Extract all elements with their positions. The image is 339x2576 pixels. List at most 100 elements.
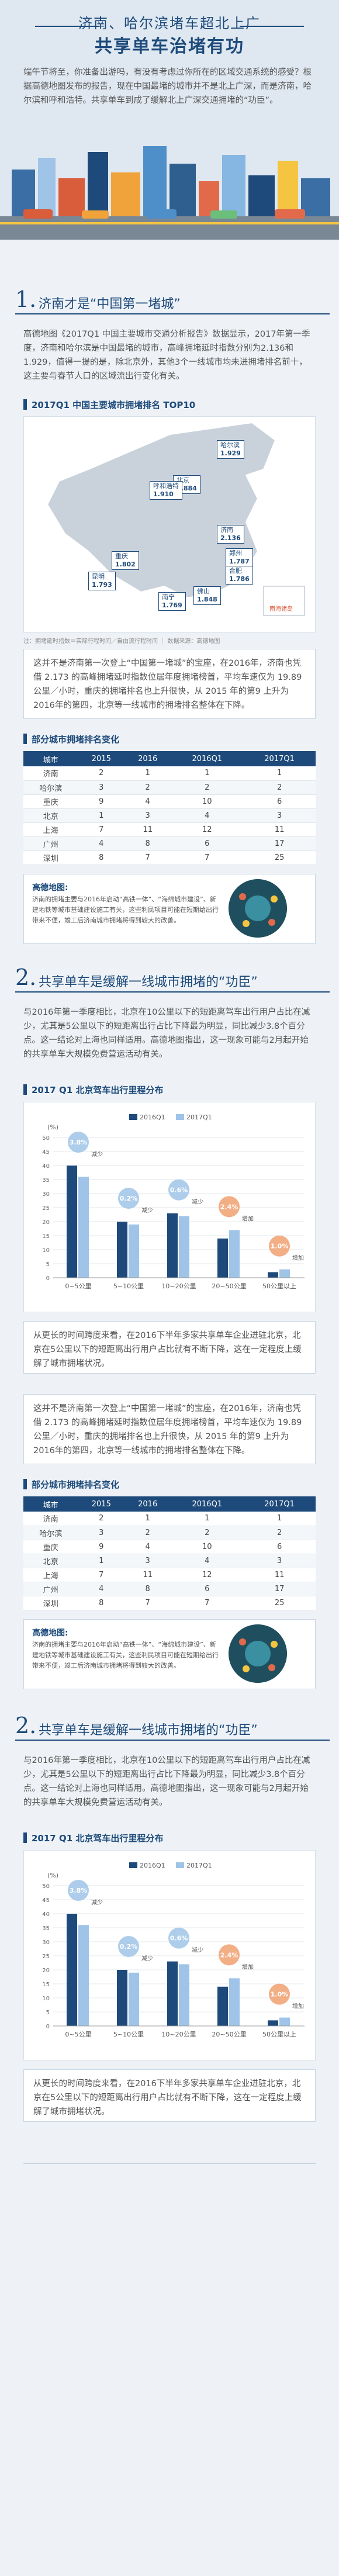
table-cell: 8 bbox=[78, 1596, 124, 1610]
chart1-title-text: 2017 Q1 北京驾车出行里程分布 bbox=[32, 1085, 164, 1095]
section2-title-2: 共享单车是缓解一线城市拥堵的“功臣” bbox=[39, 1723, 258, 1738]
legend-label-2016q1: 2016Q1 bbox=[140, 1114, 165, 1121]
table-cell: 6 bbox=[243, 794, 316, 809]
table-cell: 6 bbox=[171, 1582, 244, 1596]
table-header-cell: 2016Q1 bbox=[171, 751, 244, 766]
section1-rule bbox=[15, 313, 330, 314]
table-cell: 济南 bbox=[23, 1512, 78, 1526]
y-tick-label: 50 bbox=[42, 1883, 50, 1890]
bar bbox=[167, 1213, 178, 1278]
map-note: 注：拥堵延时指数＝实际行程时间／自由流行程时间 ｜ 数据来源：高德地图 bbox=[23, 638, 220, 645]
map-city-name: 南宁 bbox=[162, 593, 175, 601]
table-row: 重庆 9 4 10 6 bbox=[23, 794, 316, 809]
map-city-name: 合肥 bbox=[229, 567, 242, 575]
table-cell: 4 bbox=[124, 794, 171, 809]
section2-number-2: 2. bbox=[15, 1713, 37, 1738]
table-cell: 4 bbox=[78, 1582, 124, 1596]
map-city-name: 昆明 bbox=[92, 573, 105, 580]
table-cell: 重庆 bbox=[23, 1540, 78, 1554]
table-cell: 7 bbox=[78, 1568, 124, 1582]
expert-text-2: 济南的拥堵主要与2016年启动“高铁一体”、“海绵城市建设”、新建地铁等城市基础… bbox=[32, 1641, 219, 1669]
table-cell: 2 bbox=[78, 1512, 124, 1526]
annotation-value: 0.6% bbox=[170, 1187, 188, 1194]
table-header-cell: 2016Q1 bbox=[171, 1496, 244, 1512]
x-tick-label: 50公里以上 bbox=[262, 1282, 296, 1290]
x-tick-label: 5~10公里 bbox=[113, 1282, 144, 1290]
chart1-note: 从更长的时间跨度来看，在2016下半年多家共享单车企业进驻北京，北京在5公里以下… bbox=[23, 1321, 316, 1374]
table-row: 哈尔滨 3 2 2 2 bbox=[23, 780, 316, 795]
table-cell: 1 bbox=[78, 808, 124, 823]
table-row: 北京 1 3 4 3 bbox=[23, 1554, 316, 1568]
table-cell: 17 bbox=[243, 1582, 316, 1596]
legend-label-2017q1: 2017Q1 bbox=[186, 1114, 212, 1121]
y-tick-label: 35 bbox=[42, 1925, 50, 1932]
y-tick-label: 40 bbox=[42, 1911, 50, 1918]
y-tick-label: 0 bbox=[46, 2024, 50, 2030]
annotation-bubble bbox=[168, 1179, 189, 1201]
table-cell: 7 bbox=[171, 1596, 244, 1610]
x-tick-label: 20~50公里 bbox=[212, 1282, 246, 1290]
city-skyline-illustration bbox=[0, 146, 339, 240]
y-axis-label: (%) bbox=[47, 1872, 58, 1879]
table-row: 济南 2 1 1 1 bbox=[23, 766, 316, 781]
table-cell: 4 bbox=[171, 1554, 244, 1568]
bar bbox=[229, 1230, 240, 1278]
table-cell: 1 bbox=[171, 1512, 244, 1526]
map-city-name: 济南 bbox=[220, 526, 233, 534]
title-line2: 共享单车治堵有功 bbox=[95, 36, 244, 57]
city-rank-table: 城市 2015 2016 2016Q1 2017Q1 济南 2 1 1 1 哈尔滨 3 2 2 2 重庆 9 4… bbox=[23, 751, 316, 865]
annotation-direction: 减少 bbox=[91, 1151, 103, 1158]
table-cell: 4 bbox=[171, 808, 244, 823]
x-tick-label: 10~20公里 bbox=[161, 2031, 196, 2038]
section1-paragraph: 高德地图《2017Q1 中国主要城市交通分析报告》数据显示，2017年第一季度，… bbox=[23, 330, 310, 381]
table-cell: 7 bbox=[124, 1596, 171, 1610]
table-cell: 3 bbox=[243, 808, 316, 823]
x-tick-label: 0~5公里 bbox=[65, 1282, 91, 1290]
table-cell: 10 bbox=[171, 794, 244, 809]
x-tick-label: 0~5公里 bbox=[65, 2031, 91, 2038]
table-cell: 2 bbox=[124, 780, 171, 795]
y-tick-label: 35 bbox=[42, 1177, 50, 1184]
table-cell: 3 bbox=[124, 1554, 171, 1568]
annotation-direction: 减少 bbox=[141, 1955, 153, 1962]
table-cell: 广州 bbox=[23, 1582, 78, 1596]
section1-number: 1. bbox=[15, 286, 37, 312]
map-city-name: 呼和浩特 bbox=[153, 482, 179, 490]
table-cell: 3 bbox=[78, 1526, 124, 1540]
table-cell: 3 bbox=[243, 1554, 316, 1568]
map-city-value: 1.848 bbox=[197, 596, 217, 603]
section1-title: 济南才是“中国第一堵城” bbox=[39, 297, 181, 312]
section2-heading: 2. 共享单车是缓解一线城市拥堵的“功臣” bbox=[9, 964, 330, 993]
rank-table-title-text-2: 部分城市拥堵排名变化 bbox=[32, 1479, 120, 1490]
bar bbox=[268, 1272, 278, 1278]
table-cell: 2 bbox=[171, 1526, 244, 1540]
table-header-cell: 2016 bbox=[124, 1496, 171, 1512]
annotation-direction: 减少 bbox=[192, 1199, 203, 1206]
legend-swatch-2016q1 bbox=[129, 1862, 137, 1868]
bar bbox=[179, 1964, 189, 2026]
annotation-bubble bbox=[219, 1196, 240, 1218]
bar bbox=[78, 1925, 89, 2026]
table-cell: 北京 bbox=[23, 808, 78, 823]
table-cell: 2 bbox=[171, 780, 244, 795]
table-row: 哈尔滨 3 2 2 2 bbox=[23, 1526, 316, 1540]
expert-heading: 高德地图: bbox=[32, 883, 68, 893]
world-globe-illustration bbox=[229, 879, 287, 938]
bar bbox=[117, 1222, 127, 1278]
table-cell: 17 bbox=[243, 836, 316, 851]
map-city-name: 佛山 bbox=[197, 587, 210, 595]
map-city-label: 郑州 1.787 bbox=[226, 548, 253, 567]
annotation-bubble bbox=[168, 1927, 189, 1949]
map-city-label: 呼和浩特 1.910 bbox=[150, 481, 182, 500]
legend-label-2016q1: 2016Q1 bbox=[140, 1862, 165, 1869]
annotation-value: 1.0% bbox=[271, 1991, 289, 1998]
table-cell: 重庆 bbox=[23, 794, 78, 809]
china-map-graphic bbox=[46, 421, 305, 616]
x-tick-label: 50公里以上 bbox=[262, 2031, 296, 2038]
table-row: 深圳 8 7 7 25 bbox=[23, 850, 316, 865]
annotation-value: 2.4% bbox=[220, 1951, 238, 1959]
map-islands-label: 南海诸岛 bbox=[269, 606, 293, 613]
bar bbox=[179, 1216, 189, 1278]
y-tick-label: 30 bbox=[42, 1939, 50, 1946]
